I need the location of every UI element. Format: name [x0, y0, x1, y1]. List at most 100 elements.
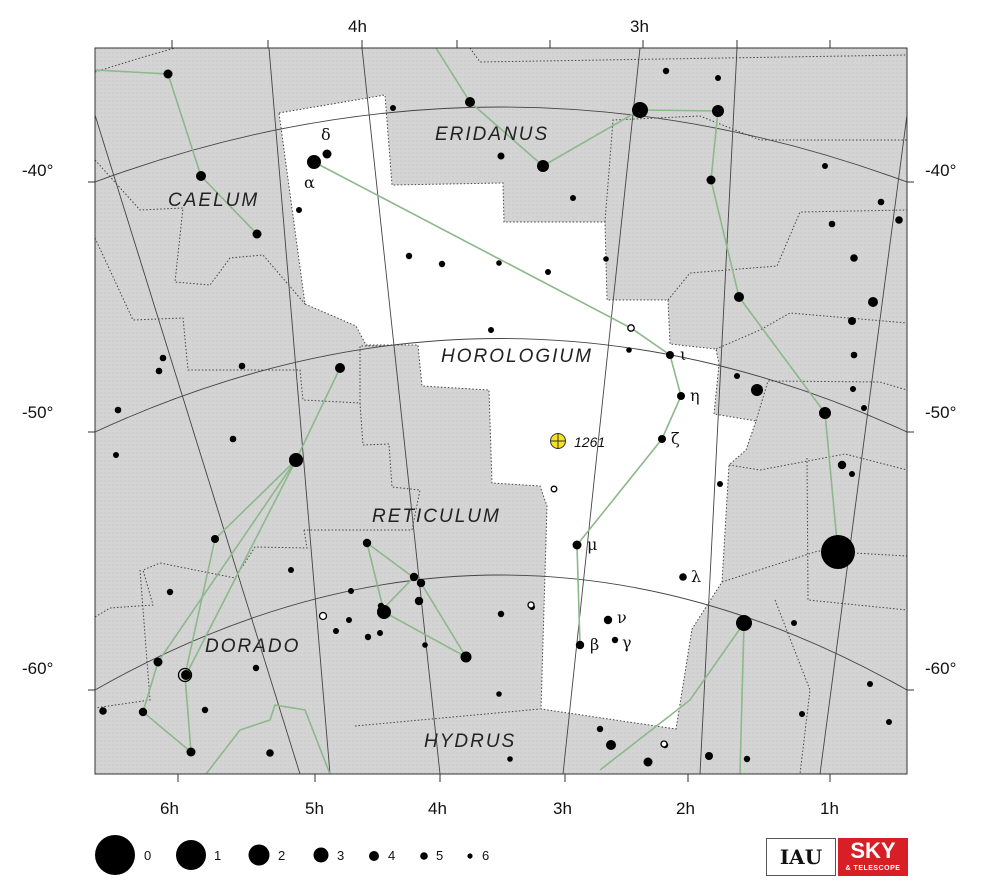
star	[229, 435, 237, 443]
star	[166, 588, 174, 596]
star	[322, 149, 332, 159]
ra-label-1h: 1h	[820, 799, 839, 818]
star	[828, 220, 836, 228]
star	[289, 453, 303, 467]
star	[868, 297, 878, 307]
star	[252, 664, 260, 672]
variable-star	[660, 740, 668, 748]
star	[507, 756, 513, 762]
star	[643, 757, 653, 767]
star	[822, 163, 828, 169]
star	[611, 636, 619, 644]
star	[861, 405, 867, 411]
star	[715, 75, 721, 81]
star	[575, 640, 585, 650]
star-label-beta: β	[590, 635, 599, 654]
ra-label-top-3h: 3h	[630, 17, 649, 36]
star	[537, 160, 549, 172]
star	[626, 347, 632, 353]
star	[333, 628, 339, 634]
star	[606, 740, 616, 750]
legend-mag-2: 2	[278, 848, 285, 863]
variable-star	[550, 485, 558, 493]
star	[409, 572, 419, 582]
star	[186, 747, 196, 757]
star	[362, 538, 372, 548]
svg-text:3h: 3h	[630, 17, 649, 36]
star	[849, 471, 855, 477]
star-label-iota: ι	[680, 345, 686, 364]
globular-cluster-1261: 1261	[550, 433, 605, 450]
star	[850, 254, 858, 262]
star	[497, 152, 505, 160]
chart-frame	[94, 47, 908, 775]
star	[734, 292, 744, 302]
dec-label-right-50: -50°	[925, 403, 956, 422]
ra-label-top-4h: 4h	[348, 17, 367, 36]
variable-star	[527, 601, 535, 609]
sky-telescope-logo: SKY & TELESCOPE	[838, 838, 908, 876]
star	[438, 260, 446, 268]
star-label-eta: η	[690, 386, 700, 405]
star	[497, 610, 505, 618]
star	[596, 725, 604, 733]
star	[848, 317, 856, 325]
star	[159, 354, 167, 362]
legend-mag-1: 1	[214, 848, 221, 863]
ra-label-2h: 2h	[676, 799, 695, 818]
star	[488, 327, 494, 333]
ra-label-6h: 6h	[160, 799, 179, 818]
svg-text:4h: 4h	[348, 17, 367, 36]
star	[850, 386, 856, 392]
star	[603, 256, 609, 262]
star	[377, 630, 383, 636]
star	[791, 620, 797, 626]
legend-mag-5: 5	[436, 848, 443, 863]
star	[335, 363, 345, 373]
star	[414, 596, 424, 606]
star	[886, 719, 892, 725]
horologium-label: HOROLOGIUM	[441, 346, 593, 367]
star	[819, 407, 831, 419]
stars	[99, 67, 903, 767]
star	[422, 642, 428, 648]
star	[390, 105, 396, 111]
star	[196, 171, 206, 181]
star	[348, 588, 354, 594]
star	[751, 384, 763, 396]
star-label-nu: ν	[617, 608, 627, 627]
dec-label-right-60: -60°	[925, 659, 956, 678]
sky-telescope-logo-top: SKY	[850, 838, 896, 863]
star	[288, 567, 294, 573]
star	[603, 615, 613, 625]
star	[496, 691, 502, 697]
star	[572, 540, 582, 550]
dec-label-left-50: -50°	[22, 403, 53, 422]
star	[405, 252, 413, 260]
ra-label-3h: 3h	[553, 799, 572, 818]
star	[114, 406, 122, 414]
dec-label-left-60: -60°	[22, 659, 53, 678]
star	[736, 615, 752, 631]
star	[153, 657, 163, 667]
dorado-label: DORADO	[205, 636, 300, 657]
legend-mag-6: 6	[482, 848, 489, 863]
star	[850, 351, 858, 359]
eridanus-label: ERIDANUS	[435, 124, 549, 145]
star	[238, 362, 246, 370]
star	[666, 351, 674, 359]
horologium-area	[279, 95, 756, 729]
star	[138, 707, 148, 717]
star	[113, 452, 119, 458]
star	[799, 711, 805, 717]
coordinate-grid	[95, 48, 907, 774]
sky-telescope-logo-bottom: & TELESCOPE	[845, 865, 901, 872]
legend-mag-0: 0	[144, 848, 151, 863]
star	[837, 460, 847, 470]
star	[717, 481, 723, 487]
star	[679, 573, 687, 581]
star	[252, 229, 262, 239]
star	[377, 602, 385, 610]
caelum-label: CAELUM	[168, 190, 259, 211]
star	[163, 69, 173, 79]
